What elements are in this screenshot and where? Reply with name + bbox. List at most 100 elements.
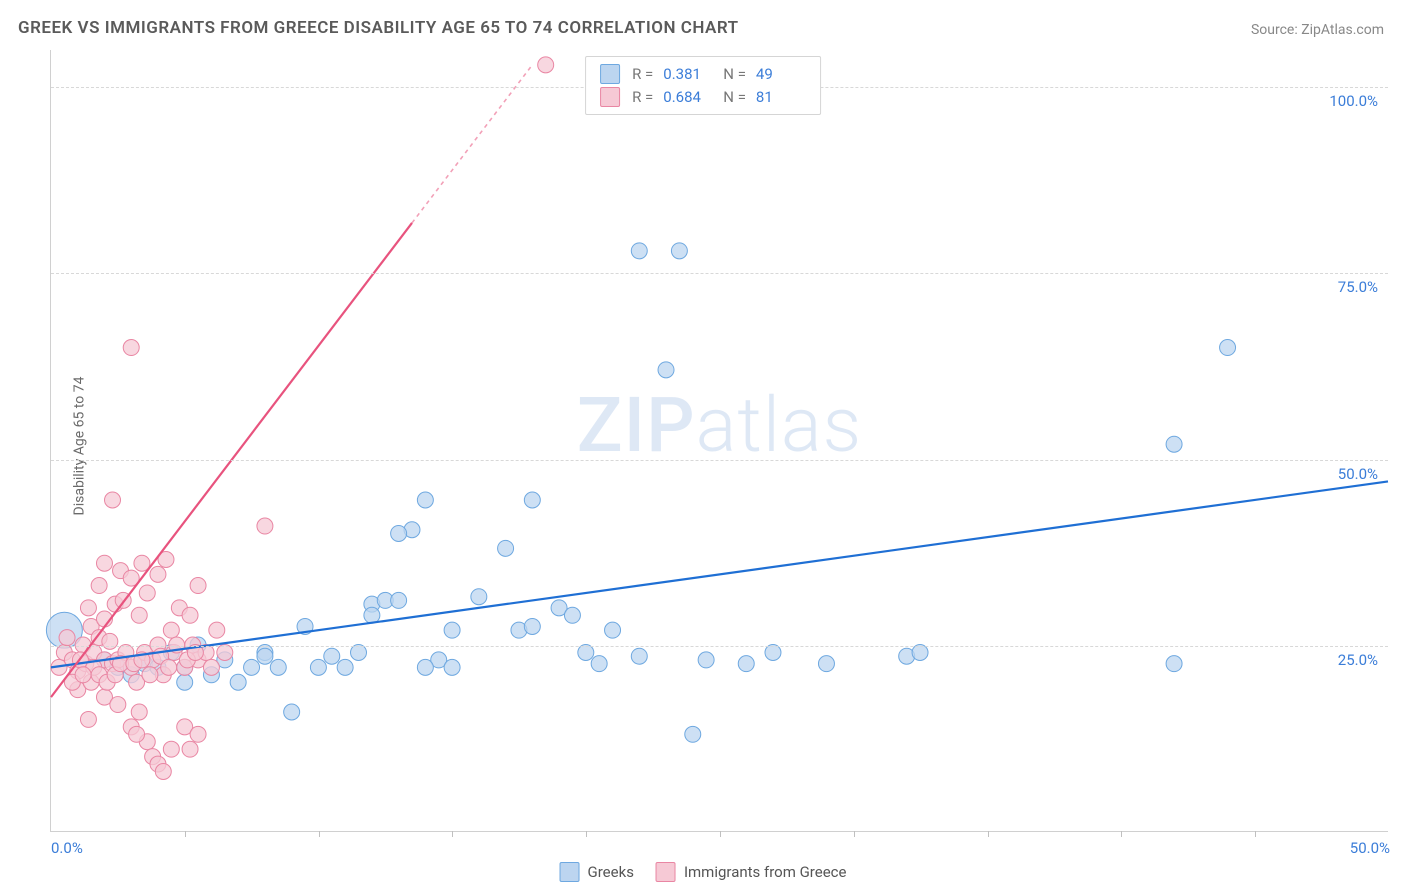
scatter-point bbox=[391, 592, 407, 608]
chart-title: GREEK VS IMMIGRANTS FROM GREECE DISABILI… bbox=[18, 18, 739, 38]
scatter-point bbox=[96, 555, 112, 571]
scatter-point bbox=[123, 340, 139, 356]
scatter-point bbox=[685, 726, 701, 742]
scatter-point bbox=[1166, 436, 1182, 452]
x-tick-label: 0.0% bbox=[51, 839, 83, 857]
x-tick bbox=[185, 831, 186, 837]
scatter-point bbox=[257, 648, 273, 664]
scatter-point bbox=[102, 633, 118, 649]
scatter-point bbox=[351, 644, 367, 660]
legend-item: Immigrants from Greece bbox=[656, 862, 847, 882]
scatter-point bbox=[671, 243, 687, 259]
scatter-point bbox=[658, 362, 674, 378]
scatter-point bbox=[337, 659, 353, 675]
scatter-point bbox=[257, 518, 273, 534]
scatter-point bbox=[698, 652, 714, 668]
scatter-point bbox=[524, 618, 540, 634]
stats-r-value: 0.381 bbox=[663, 63, 713, 86]
y-tick-label: 50.0% bbox=[1338, 465, 1378, 483]
stats-n-label: N = bbox=[723, 86, 746, 109]
stats-n-value: 81 bbox=[756, 86, 806, 109]
scatter-point bbox=[1220, 340, 1236, 356]
scatter-point bbox=[912, 644, 928, 660]
scatter-point bbox=[129, 726, 145, 742]
stats-r-label: R = bbox=[632, 86, 653, 109]
x-tick bbox=[1255, 831, 1256, 837]
stats-swatch bbox=[600, 87, 620, 107]
scatter-point bbox=[631, 648, 647, 664]
stats-r-label: R = bbox=[632, 63, 653, 86]
scatter-point bbox=[203, 659, 219, 675]
x-tick-label: 50.0% bbox=[1350, 839, 1390, 857]
x-tick bbox=[1121, 831, 1122, 837]
scatter-point bbox=[110, 697, 126, 713]
scatter-point bbox=[524, 492, 540, 508]
scatter-point bbox=[182, 607, 198, 623]
scatter-point bbox=[578, 644, 594, 660]
gridline-h bbox=[51, 273, 1388, 274]
y-tick-label: 25.0% bbox=[1338, 651, 1378, 669]
plot-area: ZIPatlas 25.0%50.0%75.0%100.0%0.0%50.0% bbox=[50, 50, 1388, 832]
scatter-point bbox=[444, 622, 460, 638]
scatter-point bbox=[163, 622, 179, 638]
scatter-point bbox=[217, 644, 233, 660]
scatter-point bbox=[391, 525, 407, 541]
scatter-point bbox=[324, 648, 340, 664]
scatter-point bbox=[80, 600, 96, 616]
scatter-point bbox=[310, 659, 326, 675]
source-label: Source: bbox=[1251, 22, 1298, 38]
scatter-point bbox=[142, 667, 158, 683]
scatter-point bbox=[244, 659, 260, 675]
scatter-point bbox=[190, 726, 206, 742]
stats-row: R = 0.381 N = 49 bbox=[600, 63, 806, 86]
stats-r-value: 0.684 bbox=[663, 86, 713, 109]
trend-line-dashed bbox=[412, 65, 532, 223]
scatter-point bbox=[190, 578, 206, 594]
scatter-point bbox=[564, 607, 580, 623]
scatter-point bbox=[131, 607, 147, 623]
x-tick bbox=[988, 831, 989, 837]
scatter-point bbox=[75, 667, 91, 683]
scatter-point bbox=[605, 622, 621, 638]
scatter-point bbox=[738, 656, 754, 672]
scatter-point bbox=[471, 589, 487, 605]
scatter-point bbox=[105, 492, 121, 508]
x-tick bbox=[452, 831, 453, 837]
scatter-point bbox=[765, 644, 781, 660]
stats-row: R = 0.684 N = 81 bbox=[600, 86, 806, 109]
legend-label: Greeks bbox=[588, 863, 634, 881]
scatter-point bbox=[444, 659, 460, 675]
scatter-point bbox=[59, 630, 75, 646]
scatter-point bbox=[80, 711, 96, 727]
scatter-point bbox=[209, 622, 225, 638]
scatter-point bbox=[417, 492, 433, 508]
x-tick bbox=[854, 831, 855, 837]
legend-swatch bbox=[656, 862, 676, 882]
scatter-point bbox=[161, 659, 177, 675]
x-tick bbox=[319, 831, 320, 837]
scatter-point bbox=[139, 585, 155, 601]
gridline-h bbox=[51, 646, 1388, 647]
y-tick-label: 100.0% bbox=[1329, 92, 1378, 110]
stats-n-value: 49 bbox=[756, 63, 806, 86]
source-value: ZipAtlas.com bbox=[1301, 22, 1384, 38]
stats-n-label: N = bbox=[723, 63, 746, 86]
gridline-h bbox=[51, 460, 1388, 461]
scatter-point bbox=[1166, 656, 1182, 672]
x-tick bbox=[586, 831, 587, 837]
scatter-point bbox=[818, 656, 834, 672]
scatter-point bbox=[150, 566, 166, 582]
scatter-point bbox=[284, 704, 300, 720]
scatter-point bbox=[498, 540, 514, 556]
scatter-point bbox=[270, 659, 286, 675]
scatter-point bbox=[163, 741, 179, 757]
legend-swatch bbox=[560, 862, 580, 882]
legend-item: Greeks bbox=[560, 862, 634, 882]
scatter-point bbox=[230, 674, 246, 690]
legend-label: Immigrants from Greece bbox=[684, 863, 847, 881]
legend-bottom: Greeks Immigrants from Greece bbox=[560, 862, 847, 882]
scatter-point bbox=[177, 674, 193, 690]
scatter-point bbox=[591, 656, 607, 672]
plot-svg bbox=[51, 50, 1388, 831]
scatter-point bbox=[155, 764, 171, 780]
